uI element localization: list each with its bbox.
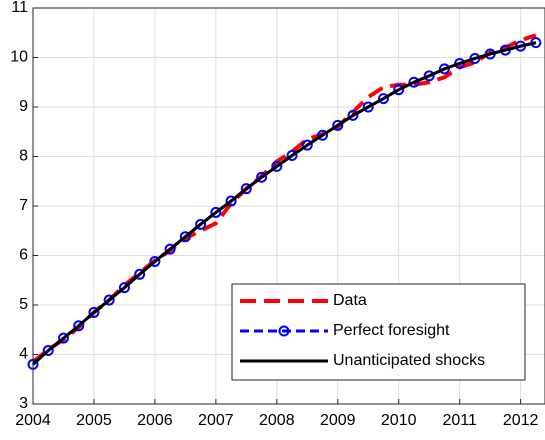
marker [149, 255, 161, 267]
marker [271, 160, 283, 172]
marker [88, 306, 100, 318]
marker [408, 76, 420, 88]
legend-box [231, 283, 526, 381]
marker [256, 171, 268, 183]
x-tick-label: 2011 [442, 412, 477, 429]
y-tick-label: 4 [19, 346, 28, 363]
x-tick-label: 2012 [503, 412, 539, 429]
marker [42, 345, 54, 357]
y-tick-label: 11 [11, 0, 28, 16]
series-line [31, 41, 537, 366]
marker [332, 119, 344, 131]
marker [286, 150, 298, 162]
legend-label: Unanticipated shocks [333, 352, 485, 369]
y-tick-label: 3 [19, 395, 28, 412]
marker [393, 84, 405, 96]
legend-marker [278, 325, 290, 337]
marker [377, 93, 389, 105]
x-tick-label: 2005 [76, 412, 112, 429]
marker [195, 218, 207, 230]
x-tick-label: 2006 [137, 412, 173, 429]
marker [317, 129, 329, 141]
marker [225, 195, 237, 207]
marker [164, 243, 176, 255]
axes-box [32, 7, 545, 405]
marker [73, 320, 85, 332]
marker [118, 282, 130, 294]
marker [134, 268, 146, 280]
y-tick-label: 9 [19, 98, 28, 115]
marker [240, 183, 252, 195]
x-tick-label: 2007 [198, 412, 234, 429]
x-tick-label: 2004 [15, 412, 51, 429]
y-tick-label: 6 [19, 247, 28, 264]
marker [301, 139, 313, 151]
marker [210, 206, 222, 218]
marker [347, 109, 359, 121]
legend-label: Data [333, 292, 367, 309]
marker [423, 70, 435, 82]
legend-label: Perfect foresight [333, 322, 450, 339]
y-tick-label: 10 [10, 49, 28, 66]
y-tick-label: 8 [19, 148, 28, 165]
x-tick-label: 2008 [259, 412, 295, 429]
marker [179, 231, 191, 243]
y-tick-label: 5 [19, 296, 28, 313]
marker [57, 332, 69, 344]
x-tick-label: 2009 [320, 412, 356, 429]
marker [438, 63, 450, 75]
y-tick-label: 7 [19, 197, 28, 214]
marker [103, 294, 115, 306]
marker [362, 101, 374, 113]
legend: Data Perfect foresight Unanticipated shock… [231, 283, 526, 381]
x-tick-label: 2010 [381, 412, 417, 429]
